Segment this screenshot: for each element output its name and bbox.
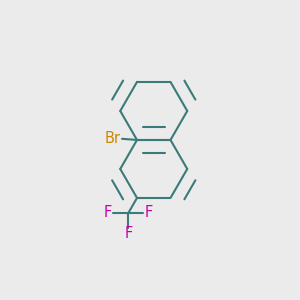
- Text: F: F: [144, 206, 153, 220]
- Text: F: F: [104, 206, 112, 220]
- Text: F: F: [124, 226, 133, 241]
- Text: Br: Br: [105, 131, 121, 146]
